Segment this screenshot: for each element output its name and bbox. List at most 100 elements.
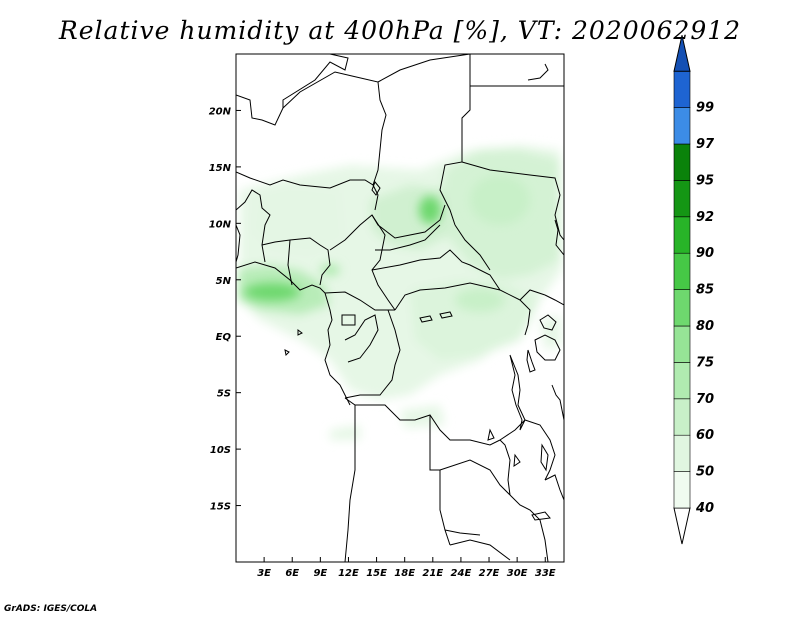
border-line <box>261 237 331 286</box>
border-line <box>236 224 241 263</box>
lat-tick-label: 20N <box>209 106 232 117</box>
border-line <box>544 474 564 501</box>
lake-outline <box>534 334 561 361</box>
lon-tick-label: 30E <box>507 568 528 579</box>
lat-tick-label: 10N <box>209 219 232 230</box>
colorbar-label: 92 <box>696 210 714 225</box>
border-line <box>454 224 491 271</box>
border-line <box>344 314 379 363</box>
lat-tick-label: 10S <box>210 445 231 456</box>
border-line <box>519 299 531 336</box>
map-title: Relative humidity at 400hPa [%], VT: 202… <box>58 16 742 45</box>
lat-tick-label: 15N <box>209 163 232 174</box>
colorbar-bottom-arrow <box>673 507 691 545</box>
humidity-area-light <box>400 405 445 428</box>
map-frame <box>235 53 565 563</box>
lon-tick-label: 24E <box>451 568 472 579</box>
border-line <box>449 539 511 561</box>
border-line <box>509 494 549 562</box>
colorbar-label: 75 <box>696 355 714 370</box>
country-borders <box>236 54 564 562</box>
colorbar-label: 99 <box>696 101 714 116</box>
border-line <box>287 239 293 286</box>
border-line <box>236 171 379 211</box>
colorbar-label: 70 <box>696 392 714 407</box>
grads-credit: GrADS: IGES/COLA <box>4 604 98 614</box>
lake-outline <box>513 453 521 467</box>
humidity-area-light <box>250 185 345 255</box>
border-line <box>371 249 546 301</box>
colorbar-segment <box>673 143 691 181</box>
colorbar-label: 90 <box>696 246 714 261</box>
humidity-area-light <box>410 280 540 360</box>
colorbar-label: 95 <box>696 173 714 188</box>
colorbar-segment <box>673 180 691 218</box>
border-line <box>324 291 395 311</box>
lake-outline <box>371 181 381 196</box>
lake-outline <box>531 511 551 521</box>
colorbar: 40 50 60 70 75 80 85 90 92 95 97 99 <box>673 35 715 545</box>
lon-tick-label: 3E <box>257 568 271 579</box>
humidity-core <box>244 283 300 301</box>
lon-tick-label: 6E <box>285 568 299 579</box>
border-line <box>375 224 441 251</box>
border-line <box>554 219 564 256</box>
colorbar-segment <box>673 289 691 327</box>
lon-tick-label: 12E <box>338 568 359 579</box>
longitude-axis: 3E 6E 9E 12E 15E 18E 21E 24E 27E 30E 33E <box>257 557 556 579</box>
lat-tick-label: 15S <box>210 502 231 513</box>
border-line <box>499 439 511 496</box>
border-line <box>371 204 446 239</box>
colorbar-segment <box>673 398 691 436</box>
border-line <box>527 63 549 81</box>
humidity-core <box>470 175 530 225</box>
lake-outline <box>284 349 290 357</box>
colorbar-segment <box>673 252 691 290</box>
border-line <box>444 529 481 536</box>
lat-tick-label: 5S <box>217 389 231 400</box>
colorbar-segment <box>673 70 691 108</box>
coastline <box>236 261 351 406</box>
border-line <box>282 71 387 186</box>
border-line <box>236 189 271 263</box>
colorbar-segment <box>673 325 691 363</box>
lon-tick-label: 33E <box>535 568 556 579</box>
border-line <box>341 314 356 326</box>
lon-tick-label: 21E <box>422 568 443 579</box>
border-line <box>461 161 564 241</box>
colorbar-label: 85 <box>696 283 714 298</box>
lake-outline <box>526 349 536 373</box>
lon-tick-label: 9E <box>313 568 327 579</box>
border-line <box>329 214 396 311</box>
border-line <box>439 459 511 496</box>
colorbar-label: 40 <box>695 501 714 516</box>
lake-outline <box>540 443 549 472</box>
lon-tick-label: 15E <box>366 568 387 579</box>
colorbar-label: 50 <box>696 465 714 480</box>
border-line <box>236 54 349 126</box>
humidity-core <box>419 196 441 224</box>
colorbar-segment <box>673 362 691 400</box>
colorbar-segment <box>673 107 691 145</box>
colorbar-segment <box>673 434 691 472</box>
border-line <box>394 282 501 311</box>
border-line <box>439 54 471 226</box>
lon-tick-label: 18E <box>394 568 415 579</box>
lat-tick-label: 5N <box>216 276 232 287</box>
colorbar-label: 97 <box>696 137 715 152</box>
colorbar-top-arrow <box>673 35 691 72</box>
colorbar-label: 80 <box>696 319 714 334</box>
humidity-shading <box>238 145 562 440</box>
lake-outline <box>419 315 433 323</box>
humidity-core <box>455 288 505 312</box>
border-line <box>377 54 471 83</box>
lake-outline <box>539 314 557 331</box>
lon-tick-label: 27E <box>479 568 500 579</box>
border-line <box>344 405 356 562</box>
humidity-core <box>320 264 340 276</box>
latitude-axis: 20N 15N 10N 5N EQ 5S 10S 15S <box>209 106 241 513</box>
lake-outline <box>509 354 526 431</box>
border-line <box>344 309 401 399</box>
border-line <box>544 294 564 306</box>
